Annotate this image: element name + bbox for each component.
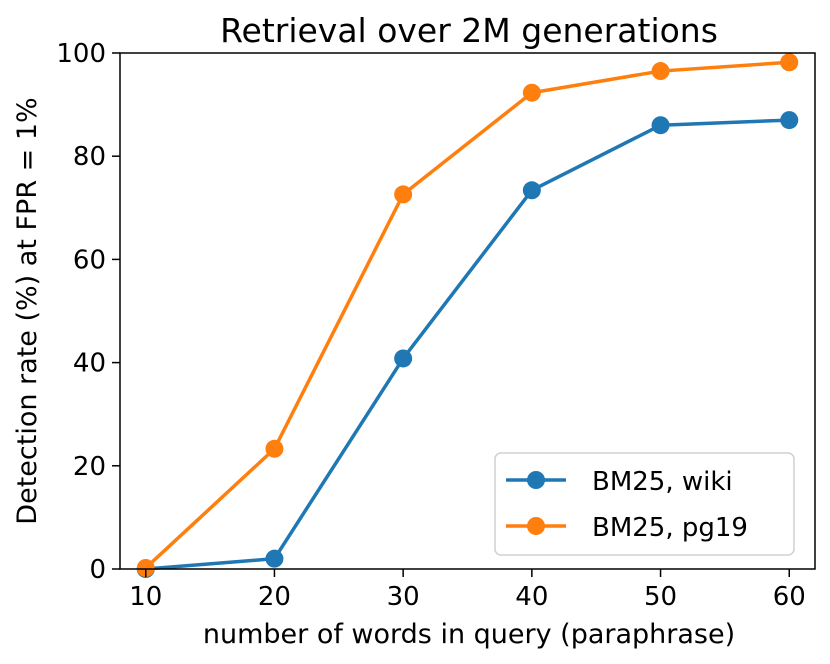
legend-label-wiki: BM25, wiki (592, 467, 733, 497)
legend-marker-wiki (527, 471, 545, 489)
legend-label-pg19: BM25, pg19 (592, 513, 748, 543)
legend-box (494, 452, 795, 556)
data-point-wiki (651, 116, 670, 135)
data-point-wiki (522, 181, 541, 200)
legend-marker-pg19 (527, 517, 545, 535)
x-axis-title: number of words in query (paraphrase) (203, 619, 735, 650)
x-tick-label: 40 (515, 582, 548, 612)
y-tick-label: 80 (73, 142, 106, 172)
y-tick-label: 100 (56, 39, 106, 69)
x-tick-label: 50 (644, 582, 677, 612)
x-axis: 10 20 30 40 50 60 (129, 569, 806, 612)
data-point-wiki (780, 111, 799, 130)
data-point-pg19 (651, 62, 670, 81)
data-point-wiki (265, 549, 284, 568)
y-tick-label: 0 (89, 555, 106, 585)
data-point-wiki (394, 349, 413, 368)
y-axis: 0 20 40 60 80 100 (56, 39, 120, 585)
x-tick-label: 20 (258, 582, 291, 612)
x-tick-label: 30 (387, 582, 420, 612)
data-point-pg19 (780, 53, 799, 72)
y-tick-label: 40 (73, 349, 106, 379)
data-point-pg19 (136, 558, 155, 577)
plot-frame (119, 52, 816, 570)
data-point-pg19 (394, 185, 413, 204)
chart-title: Retrieval over 2M generations (220, 11, 718, 50)
series-line-pg19 (144, 60, 790, 570)
legend: BM25, wiki BM25, pg19 (494, 452, 795, 556)
plot-area (136, 53, 799, 578)
x-tick-label: 60 (773, 582, 806, 612)
data-point-pg19 (522, 83, 541, 102)
y-tick-label: 20 (73, 452, 106, 482)
data-point-pg19 (265, 439, 284, 458)
series-line-wiki (145, 118, 790, 571)
y-axis-title: Detection rate (%) at FPR = 1% (12, 97, 43, 524)
y-tick-label: 60 (73, 245, 106, 275)
x-tick-label: 10 (129, 582, 162, 612)
